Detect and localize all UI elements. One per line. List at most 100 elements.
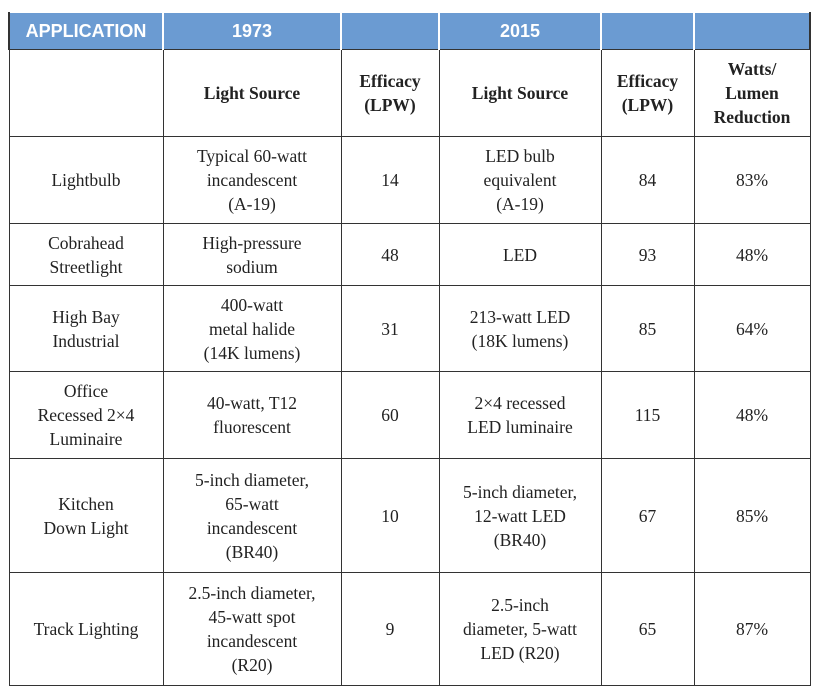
- data-cell: 93: [600, 223, 695, 286]
- cell-line: equivalent: [483, 170, 557, 190]
- cell-line: Industrial: [52, 330, 120, 351]
- data-cell: 40-watt, T12 fluorescent: [162, 371, 342, 459]
- cell-line: 83%: [735, 170, 769, 190]
- cell-line: metal halide: [208, 318, 295, 339]
- cell-line: (LPW): [364, 95, 416, 115]
- cell-line: 48%: [735, 405, 769, 425]
- cell-line: incandescent: [206, 631, 298, 651]
- cell-line: Light Source: [471, 83, 569, 103]
- cell-line: LED: [502, 244, 538, 265]
- cell-line: 2.5-inch: [491, 595, 549, 615]
- cell-line: 48: [381, 244, 399, 265]
- cell-line: Track Lighting: [33, 619, 139, 639]
- data-row: Cobrahead Streetlight High-pressure sodium 4…: [8, 223, 811, 286]
- data-cell: 67: [600, 458, 695, 573]
- data-cell: 83%: [693, 136, 811, 224]
- header-text: 1973: [231, 21, 273, 41]
- cell-line: 5-inch diameter,: [463, 481, 577, 502]
- cell-line: 87%: [735, 619, 769, 639]
- header-cell: [693, 12, 811, 50]
- data-cell: High Bay Industrial: [8, 285, 164, 372]
- data-cell: 65: [600, 572, 695, 686]
- data-cell: LED bulb equivalent (A-19): [438, 136, 602, 224]
- lighting-table: APPLICATION 1973 2015 Light Source Effica…: [8, 12, 811, 686]
- data-cell: 60: [340, 371, 440, 459]
- cell-line: 60: [381, 405, 399, 425]
- header-text: APPLICATION: [25, 21, 147, 41]
- cell-line: Streetlight: [49, 256, 123, 277]
- cell-line: Luminaire: [49, 429, 123, 449]
- cell-line: 5-inch diameter,: [195, 469, 309, 490]
- cell-line: 45-watt spot: [208, 607, 296, 627]
- cell-line: sodium: [226, 256, 278, 277]
- data-cell: 2.5-inch diameter, 45-watt spot incandesce…: [162, 572, 342, 686]
- cell-line: LED luminaire: [467, 417, 573, 437]
- column-header-cell: [8, 49, 164, 137]
- cell-line: Typical 60-watt: [196, 146, 308, 166]
- data-cell: Lightbulb: [8, 136, 164, 224]
- data-cell: 85%: [693, 458, 811, 573]
- cell-line: 115: [634, 405, 661, 425]
- cell-line: 213-watt LED: [469, 306, 571, 327]
- cell-line: Kitchen: [58, 493, 114, 514]
- data-cell: Office Recessed 2×4 Luminaire: [8, 371, 164, 459]
- cell-line: 14: [381, 170, 399, 190]
- data-cell: Kitchen Down Light: [8, 458, 164, 573]
- column-header-row: Light Source Efficacy (LPW) Light Source Eff…: [8, 49, 811, 137]
- data-cell: 48%: [693, 223, 811, 286]
- cell-line: 84: [638, 170, 657, 190]
- data-cell: 31: [340, 285, 440, 372]
- table-body: APPLICATION 1973 2015 Light Source Effica…: [8, 12, 811, 686]
- column-header-cell: Light Source: [438, 49, 602, 137]
- cell-line: 40-watt, T12: [206, 393, 298, 413]
- cell-line: 400-watt: [220, 294, 284, 315]
- cell-line: (A-19): [228, 194, 276, 214]
- data-cell: 87%: [693, 572, 811, 686]
- data-cell: 2.5-inch diameter, 5-watt LED (R20): [438, 572, 602, 686]
- header-cell: [600, 12, 695, 50]
- data-cell: Cobrahead Streetlight: [8, 223, 164, 286]
- column-header-cell: Efficacy (LPW): [600, 49, 695, 137]
- header-cell: APPLICATION: [8, 12, 164, 50]
- cell-line: 85%: [735, 505, 769, 526]
- cell-line: 2.5-inch diameter,: [188, 583, 316, 603]
- cell-line: Lightbulb: [51, 170, 121, 190]
- cell-line: 65: [638, 619, 657, 639]
- cell-line: Recessed 2×4: [37, 405, 135, 425]
- cell-line: Lumen: [725, 83, 779, 103]
- cell-line: High Bay: [52, 306, 120, 327]
- data-row: Lightbulb Typical 60-watt incandescent (A-1…: [8, 136, 811, 224]
- data-cell: 85: [600, 285, 695, 372]
- cell-line: (LPW): [621, 95, 674, 115]
- data-cell: 48: [340, 223, 440, 286]
- data-cell: 400-watt metal halide (14K lumens): [162, 285, 342, 372]
- cell-line: Cobrahead: [48, 232, 124, 253]
- cell-line: 65-watt: [225, 493, 279, 514]
- data-cell: 5-inch diameter, 12-watt LED (BR40): [438, 458, 602, 573]
- cell-line: Down Light: [43, 517, 129, 538]
- data-row: High Bay Industrial 400-watt metal halide (1…: [8, 285, 811, 372]
- data-cell: 48%: [693, 371, 811, 459]
- cell-line: Reduction: [713, 107, 791, 127]
- data-cell: High-pressure sodium: [162, 223, 342, 286]
- data-cell: 2×4 recessed LED luminaire: [438, 371, 602, 459]
- data-cell: 10: [340, 458, 440, 573]
- data-cell: 5-inch diameter, 65-watt incandescent (BR40…: [162, 458, 342, 573]
- cell-line: 64%: [735, 318, 769, 339]
- cell-line: LED bulb: [485, 146, 555, 166]
- cell-line: 31: [381, 318, 399, 339]
- data-row: Office Recessed 2×4 Luminaire 40-watt, T12 f…: [8, 371, 811, 459]
- cell-line: (18K lumens): [471, 330, 569, 351]
- cell-line: (BR40): [225, 541, 279, 562]
- column-header-cell: Light Source: [162, 49, 342, 137]
- column-header-cell: Efficacy (LPW): [340, 49, 440, 137]
- cell-line: Efficacy: [616, 71, 679, 91]
- cell-line: 85: [638, 318, 657, 339]
- data-row: Track Lighting 2.5-inch diameter, 45-watt …: [8, 572, 811, 686]
- cell-line: 12-watt LED: [474, 505, 566, 526]
- cell-line: (A-19): [496, 194, 544, 214]
- data-cell: 64%: [693, 285, 811, 372]
- cell-line: incandescent: [206, 517, 298, 538]
- cell-line: Watts/: [727, 59, 777, 79]
